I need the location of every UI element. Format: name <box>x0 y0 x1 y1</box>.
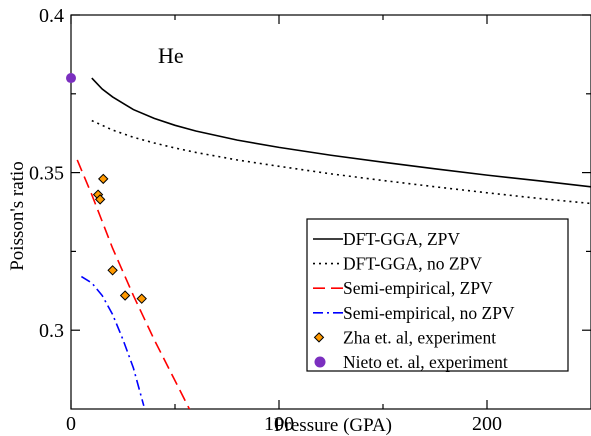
data-point-zha-et-al-experiment <box>94 194 106 205</box>
y-tick-label: 0.35 <box>29 163 64 185</box>
y-tick-label: 0.3 <box>39 320 64 342</box>
x-tick-label: 0 <box>66 413 76 435</box>
data-point-nieto-et-al-experiment <box>66 73 76 84</box>
series-line-dft-gga-no-zpv <box>91 119 591 205</box>
legend-label-dft-gga-zpv: DFT-GGA, ZPV <box>343 229 460 249</box>
chart-annotation: He <box>158 43 184 68</box>
y-tick-label: 0.4 <box>39 5 64 27</box>
ticks-layer: 0 100 200 0.3 0.35 0.4 <box>29 5 591 435</box>
legend-swatch-nieto-et-al-experiment <box>314 356 326 368</box>
legend-label-zha-et-al-experiment: Zha et. al, experiment <box>343 327 496 347</box>
legend-box <box>306 218 569 372</box>
x-tick-label: 200 <box>472 413 502 435</box>
x-tick-label: 100 <box>264 413 294 435</box>
legend: DFT-GGA, ZPV DFT-GGA, no ZPV Semi-empirica… <box>306 218 569 372</box>
series-line-semi-empirical-no-zpv <box>80 275 145 407</box>
series-layer <box>76 77 591 409</box>
legend-label-nieto-et-al-experiment: Nieto et. al, experiment <box>343 352 508 372</box>
data-point-zha-et-al-experiment <box>98 173 109 185</box>
legend-swatch-zha-et-al-experiment <box>313 332 325 343</box>
markers-layer <box>66 73 147 304</box>
plot-frame <box>70 14 591 410</box>
x-axis-title: Pressure (GPA) <box>274 415 392 436</box>
series-line-semi-empirical-zpv <box>76 159 191 409</box>
y-axis-title: Poisson's ratio <box>7 161 28 271</box>
data-point-zha-et-al-experiment <box>136 293 147 304</box>
plot-area <box>70 14 591 410</box>
data-point-zha-et-al-experiment <box>107 265 118 276</box>
series-line-dft-gga-zpv <box>91 77 591 188</box>
data-point-zha-et-al-experiment <box>119 290 131 301</box>
legend-label-semi-empirical-zpv: Semi-empirical, ZPV <box>343 278 493 298</box>
legend-label-dft-gga-no-zpv: DFT-GGA, no ZPV <box>343 254 482 274</box>
legend-label-semi-empirical-no-zpv: Semi-empirical, no ZPV <box>343 303 515 323</box>
